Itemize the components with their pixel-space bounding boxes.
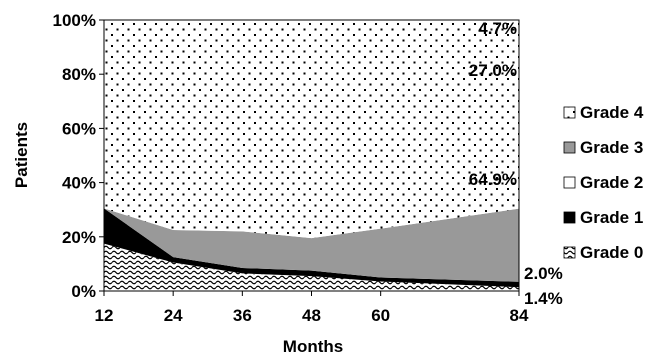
y-axis-ticks: 0% 20% 40% 60% 80% 100% [53, 11, 104, 301]
legend-swatch-grade-0 [563, 246, 576, 259]
annotation-label: 2.0% [524, 264, 563, 283]
annotation-label: 27.0% [469, 61, 517, 80]
area-layers [104, 20, 519, 291]
y-tick-label: 20% [62, 228, 96, 247]
x-tick-label: 60 [371, 306, 390, 325]
legend-swatch-grade-1 [563, 211, 576, 224]
annotation-label: 64.9% [469, 170, 517, 189]
legend-swatch-grade-4 [563, 106, 576, 119]
area-grade-1 [104, 208, 519, 288]
legend-label-grade-0: Grade 0 [580, 243, 643, 262]
y-axis-title: Patients [12, 122, 31, 188]
legend-label-grade-4: Grade 4 [580, 103, 644, 122]
legend-label-grade-1: Grade 1 [580, 208, 643, 227]
x-axis-title: Months [283, 337, 343, 356]
legend-label-grade-3: Grade 3 [580, 138, 643, 157]
y-tick-label: 0% [71, 282, 96, 301]
x-axis-ticks: 12 24 36 48 60 84 [95, 291, 529, 325]
annotation-label: 4.7% [478, 19, 517, 38]
area-grade-3 [104, 208, 519, 282]
y-tick-label: 80% [62, 65, 96, 84]
x-tick-label: 12 [95, 306, 114, 325]
legend-swatch-grade-2 [563, 176, 576, 189]
annotation-label: 1.4% [524, 289, 563, 308]
data-annotations: 4.7% 27.0% 64.9% 2.0% 1.4% [469, 19, 563, 308]
area-grade-4 [104, 20, 519, 239]
x-tick-label: 24 [164, 306, 183, 325]
x-tick-label: 48 [302, 306, 321, 325]
y-tick-label: 60% [62, 119, 96, 138]
x-tick-label: 84 [510, 306, 529, 325]
legend: Grade 4 Grade 3 Grade 2 Grade 1 Grade 0 [563, 103, 644, 262]
legend-swatch-grade-3 [563, 141, 576, 154]
x-tick-label: 36 [233, 306, 252, 325]
y-tick-label: 100% [53, 11, 96, 30]
y-tick-label: 40% [62, 174, 96, 193]
area-grade-0 [104, 243, 519, 291]
legend-label-grade-2: Grade 2 [580, 173, 643, 192]
